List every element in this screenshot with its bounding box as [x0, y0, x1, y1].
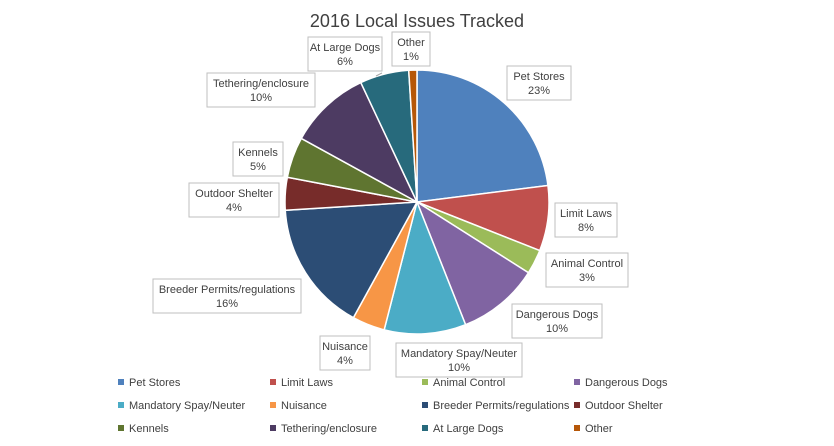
data-label-percent: 8% [578, 222, 594, 234]
legend-item-pet-stores: Pet Stores [118, 377, 181, 389]
data-label-category: Limit Laws [560, 208, 612, 220]
data-label-percent: 4% [337, 355, 353, 367]
legend-item-tethering-enclosure: Tethering/enclosure [270, 423, 377, 435]
data-label-box [206, 72, 316, 108]
legend-item-outdoor-shelter: Outdoor Shelter [574, 400, 663, 412]
data-label-category: Other [397, 37, 425, 49]
data-label-box [319, 335, 371, 371]
data-label-percent: 10% [546, 323, 568, 335]
data-label-category: Dangerous Dogs [516, 309, 599, 321]
data-label-category: Animal Control [551, 258, 623, 270]
data-labels: Pet Stores 23% Limit Laws 8% Animal Control 3… [152, 31, 629, 378]
pie-slice-other [407, 69, 418, 203]
pie-slice-dangerous-dogs [415, 200, 530, 326]
data-label-limit-laws: Limit Laws 8% [554, 202, 618, 238]
legend-label: Dangerous Dogs [585, 377, 668, 389]
legend-label: Kennels [129, 423, 169, 435]
legend-swatch [574, 402, 580, 408]
legend-swatch [574, 425, 580, 431]
legend-swatch [270, 425, 276, 431]
legend-label: Breeder Permits/regulations [433, 400, 570, 412]
data-label-box [545, 252, 629, 288]
data-label-category: Nuisance [322, 341, 368, 353]
legend-label: Animal Control [433, 377, 505, 389]
data-label-category: Mandatory Spay/Neuter [401, 348, 518, 360]
legend-item-breeder-permits-regulations: Breeder Permits/regulations [422, 400, 570, 412]
data-label-category: At Large Dogs [310, 42, 381, 54]
legend-swatch [118, 379, 124, 385]
legend-label: Tethering/enclosure [281, 423, 377, 435]
data-label-percent: 6% [337, 56, 353, 68]
pie-slice-breeder-permits-regulations [284, 201, 419, 319]
data-label-other: Other 1% [391, 31, 431, 67]
legend-label: At Large Dogs [433, 423, 504, 435]
data-label-percent: 16% [216, 298, 238, 310]
legend-item-kennels: Kennels [118, 423, 169, 435]
legend-swatch [422, 379, 428, 385]
legend-item-nuisance: Nuisance [270, 400, 327, 412]
data-label-box [307, 36, 383, 72]
data-label-box [391, 31, 431, 67]
data-label-outdoor-shelter: Outdoor Shelter 4% [188, 182, 280, 218]
data-label-pet-stores: Pet Stores 23% [506, 65, 572, 101]
legend-label: Limit Laws [281, 377, 333, 389]
data-label-category: Kennels [238, 147, 278, 159]
legend-swatch [118, 402, 124, 408]
data-label-box [152, 278, 302, 314]
legend-swatch [422, 425, 428, 431]
data-label-dangerous-dogs: Dangerous Dogs 10% [511, 303, 603, 339]
chart-title: 2016 Local Issues Tracked [310, 11, 524, 31]
legend-label: Pet Stores [129, 377, 181, 389]
legend-label: Outdoor Shelter [585, 400, 663, 412]
data-label-mandatory-spay-neuter: Mandatory Spay/Neuter 10% [395, 342, 523, 378]
data-label-nuisance: Nuisance 4% [319, 335, 371, 371]
data-label-category: Tethering/enclosure [213, 78, 309, 90]
legend-item-animal-control: Animal Control [422, 377, 505, 389]
data-label-percent: 3% [579, 272, 595, 284]
legend-swatch [422, 402, 428, 408]
legend-label: Other [585, 423, 613, 435]
data-label-percent: 1% [403, 51, 419, 63]
data-label-box [506, 65, 572, 101]
data-label-breeder-permits-regulations: Breeder Permits/regulations 16% [152, 278, 302, 314]
legend-item-at-large-dogs: At Large Dogs [422, 423, 504, 435]
legend: Pet Stores Limit Laws Animal Control Danger… [118, 377, 668, 435]
data-label-kennels: Kennels 5% [232, 141, 284, 177]
data-label-percent: 10% [448, 362, 470, 374]
pie-slices [284, 69, 550, 335]
data-label-box [511, 303, 603, 339]
data-label-percent: 10% [250, 92, 272, 104]
data-label-category: Outdoor Shelter [195, 188, 273, 200]
data-label-box [188, 182, 280, 218]
data-label-box [232, 141, 284, 177]
legend-swatch [118, 425, 124, 431]
legend-swatch [574, 379, 580, 385]
pie-slice-tethering-enclosure [300, 81, 419, 204]
legend-item-dangerous-dogs: Dangerous Dogs [574, 377, 668, 389]
leader-line [375, 72, 383, 77]
data-label-animal-control: Animal Control 3% [545, 252, 629, 288]
data-label-percent: 5% [250, 161, 266, 173]
data-label-box [395, 342, 523, 378]
legend-item-other: Other [574, 423, 613, 435]
data-label-tethering-enclosure: Tethering/enclosure 10% [206, 72, 316, 108]
data-label-category: Pet Stores [513, 71, 565, 83]
legend-item-limit-laws: Limit Laws [270, 377, 333, 389]
pie-slice-mandatory-spay-neuter [383, 199, 467, 335]
legend-swatch [270, 379, 276, 385]
legend-label: Nuisance [281, 400, 327, 412]
data-label-box [554, 202, 618, 238]
data-label-category: Breeder Permits/regulations [159, 284, 296, 296]
legend-item-mandatory-spay-neuter: Mandatory Spay/Neuter [118, 400, 246, 412]
legend-swatch [270, 402, 276, 408]
data-label-percent: 4% [226, 202, 242, 214]
data-label-percent: 23% [528, 85, 550, 97]
data-label-at-large-dogs: At Large Dogs 6% [307, 36, 383, 72]
legend-label: Mandatory Spay/Neuter [129, 400, 246, 412]
pie-slice-pet-stores [416, 69, 549, 203]
